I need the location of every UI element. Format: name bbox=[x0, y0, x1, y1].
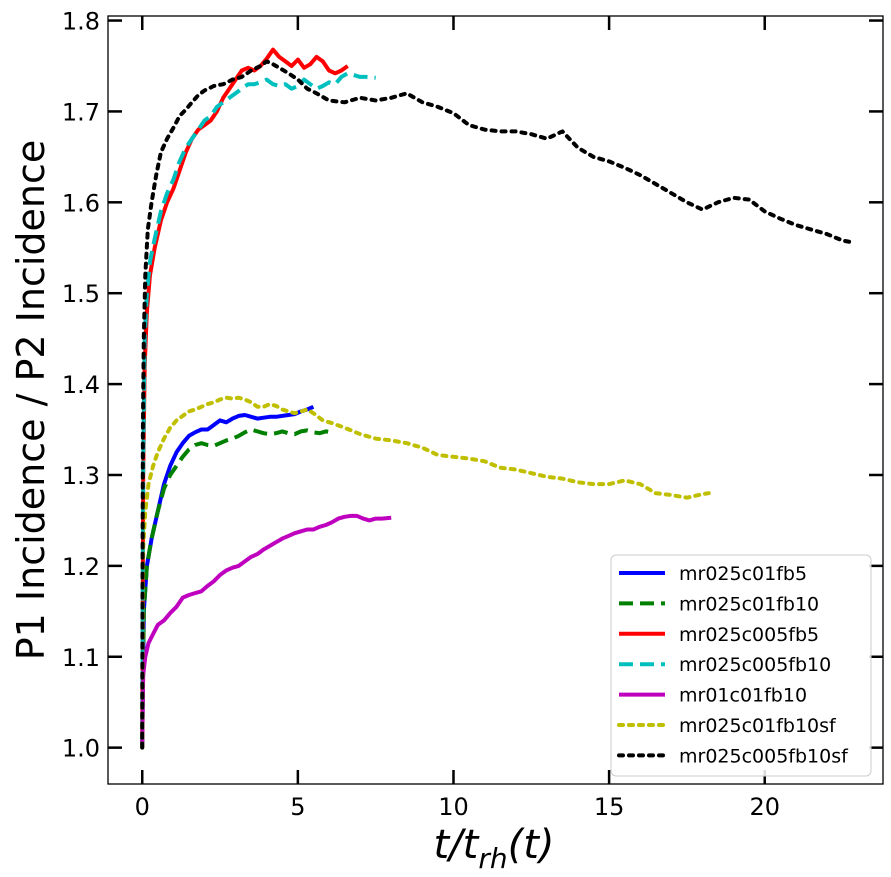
legend-label: mr01c01fb10 bbox=[679, 685, 807, 707]
legend-box bbox=[610, 554, 872, 777]
ticks-layer: 0 5 10 15 20 1.0 1.1 1.2 1.3 1.4 1.5 1.6 1.7 1.8 bbox=[62, 8, 883, 821]
series-line-mr025c005fb10sf bbox=[140, 59, 854, 750]
y-tick-label: 1.0 bbox=[62, 735, 100, 763]
y-tick-label: 1.7 bbox=[62, 98, 100, 126]
series-line-mr025c01fb10sf bbox=[140, 395, 711, 750]
y-axis-label: P1 Incidence / P2 Incidence bbox=[9, 140, 53, 661]
series-line-mr025c005fb5 bbox=[140, 47, 349, 748]
series-line-mr025c01fb10 bbox=[140, 427, 333, 748]
series-line-mr025c005fb10 bbox=[140, 71, 376, 748]
series-layer bbox=[140, 47, 854, 750]
y-tick-label: 1.3 bbox=[62, 462, 100, 490]
y-tick-label: 1.1 bbox=[62, 644, 100, 672]
x-tick-label: 15 bbox=[594, 793, 625, 821]
legend-label: mr025c01fb5 bbox=[679, 563, 807, 585]
y-tick-label: 1.6 bbox=[62, 189, 100, 217]
legend: mr025c01fb5 mr025c01fb10 mr025c005fb5 mr025… bbox=[610, 554, 872, 777]
x-axis-label: t/trh(t) bbox=[433, 822, 554, 875]
x-tick-label: 5 bbox=[290, 793, 305, 821]
x-axis-label-tail: (t) bbox=[508, 822, 555, 868]
legend-label: mr025c01fb10 bbox=[679, 593, 819, 615]
series-line-mr01c01fb10 bbox=[140, 513, 392, 748]
y-tick-label: 1.5 bbox=[62, 280, 100, 308]
x-tick-label: 0 bbox=[135, 793, 150, 821]
legend-label: mr025c005fb10sf bbox=[679, 745, 849, 767]
x-axis-label-main: t/t bbox=[433, 822, 479, 868]
y-tick-label: 1.8 bbox=[62, 8, 100, 36]
x-axis-label-sub: rh bbox=[478, 842, 507, 875]
x-tick-label: 10 bbox=[438, 793, 469, 821]
legend-label: mr025c005fb5 bbox=[679, 624, 819, 646]
y-tick-label: 1.2 bbox=[62, 553, 100, 581]
x-tick-label: 20 bbox=[749, 793, 780, 821]
legend-label: mr025c005fb10 bbox=[679, 654, 831, 676]
legend-label: mr025c01fb10sf bbox=[679, 715, 837, 737]
y-tick-label: 1.4 bbox=[62, 371, 100, 399]
